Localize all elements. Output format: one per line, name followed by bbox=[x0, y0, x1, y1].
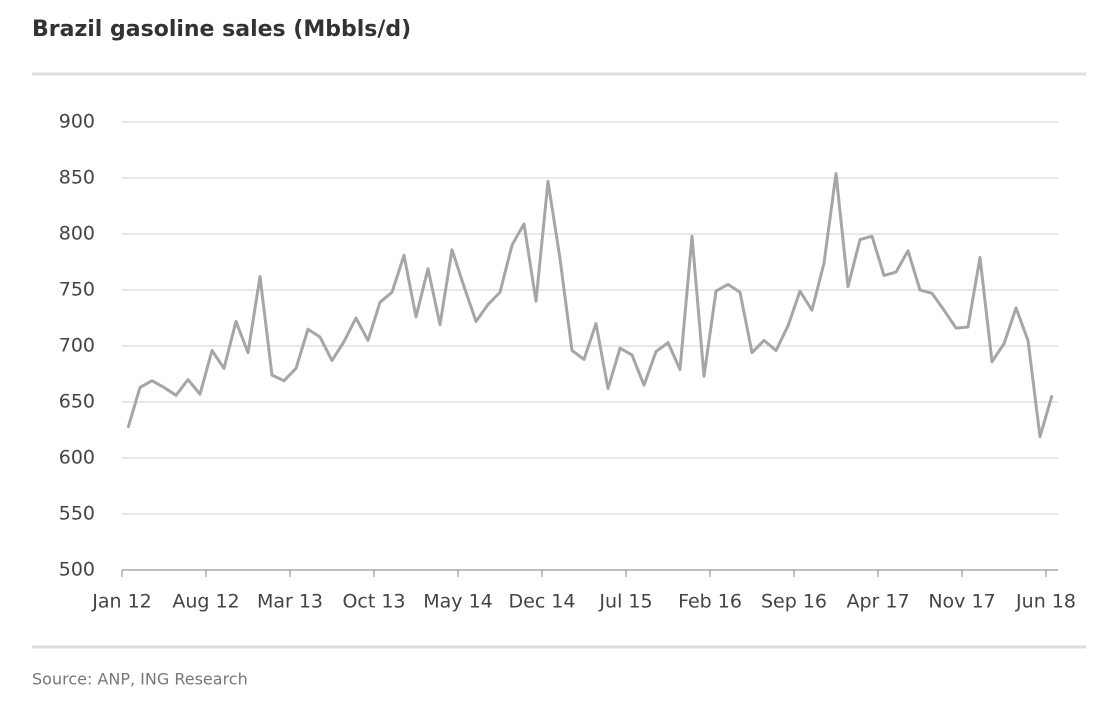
x-tick-label: Nov 17 bbox=[928, 591, 995, 613]
y-tick-label: 700 bbox=[59, 335, 95, 357]
chart-title: Brazil gasoline sales (Mbbls/d) bbox=[32, 17, 411, 42]
x-tick-label: Mar 13 bbox=[257, 591, 323, 613]
data-line bbox=[126, 172, 1054, 439]
x-tick-label: Oct 13 bbox=[342, 591, 405, 613]
x-tick-label: Sep 16 bbox=[761, 591, 827, 613]
x-tick-label: Jun 18 bbox=[1015, 591, 1076, 613]
y-tick-label: 850 bbox=[59, 167, 95, 189]
y-tick-label: 600 bbox=[59, 447, 95, 469]
x-tick-label: Jan 12 bbox=[91, 591, 152, 613]
x-tick-label: Apr 17 bbox=[846, 591, 909, 613]
y-tick-label: 900 bbox=[59, 111, 95, 133]
y-tick-label: 550 bbox=[59, 503, 95, 525]
y-tick-label: 750 bbox=[59, 279, 95, 301]
x-tick-label: Aug 12 bbox=[172, 591, 239, 613]
x-tick-label: Dec 14 bbox=[509, 591, 576, 613]
y-tick-label: 800 bbox=[59, 223, 95, 245]
y-tick-label: 650 bbox=[59, 391, 95, 413]
source-note: Source: ANP, ING Research bbox=[32, 670, 248, 689]
x-tick-label: May 14 bbox=[423, 591, 493, 613]
x-tick-label: Feb 16 bbox=[678, 591, 742, 613]
y-tick-label: 500 bbox=[59, 559, 95, 581]
x-tick-label: Jul 15 bbox=[598, 591, 652, 613]
